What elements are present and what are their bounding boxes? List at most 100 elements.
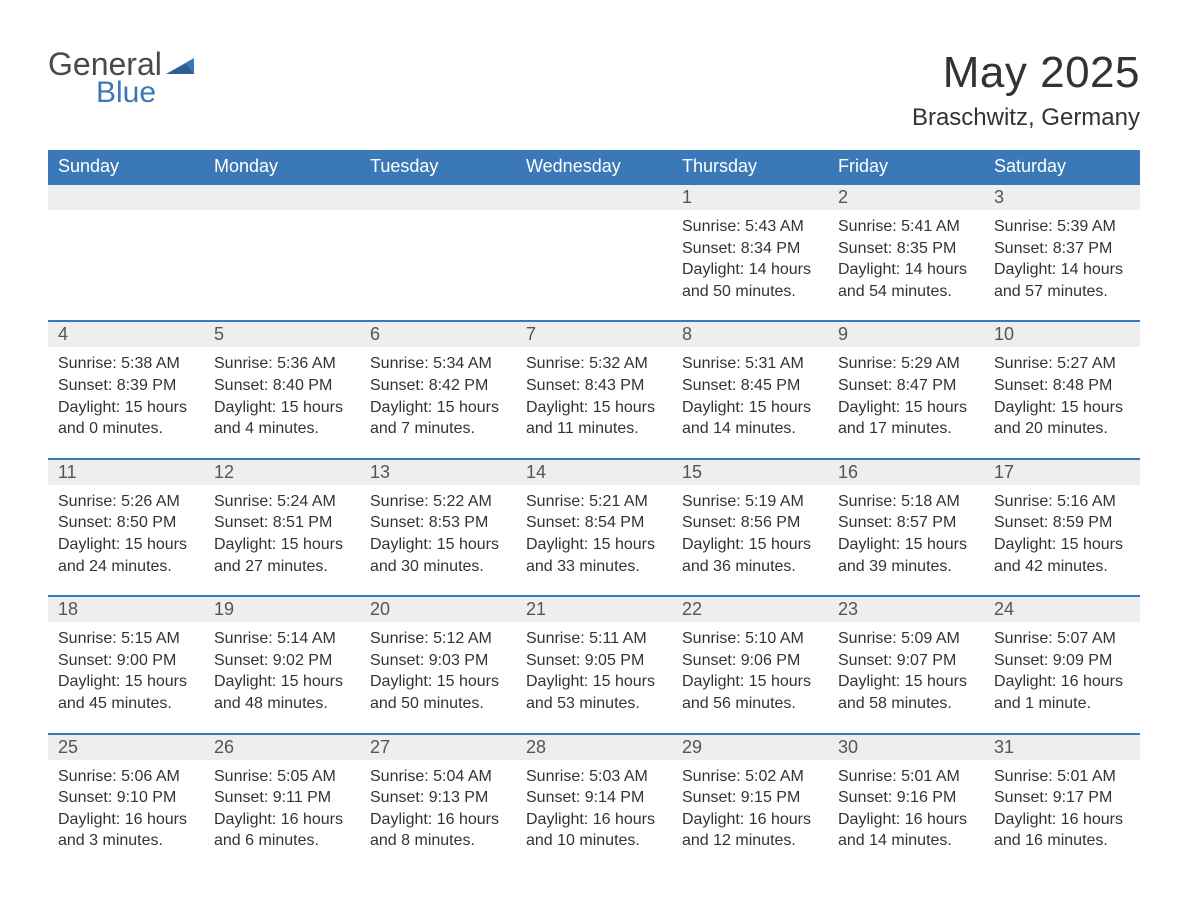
page-header: General Blue May 2025 Braschwitz, German… (48, 48, 1140, 132)
daylight-text: Daylight: 16 hours and 10 minutes. (526, 809, 662, 852)
day-number-cell: 17 (984, 459, 1140, 485)
sunrise-text: Sunrise: 5:31 AM (682, 353, 818, 375)
day-content-cell: Sunrise: 5:05 AMSunset: 9:11 PMDaylight:… (204, 760, 360, 860)
sunrise-text: Sunrise: 5:01 AM (994, 766, 1130, 788)
day-number-cell (48, 184, 204, 210)
daylight-text: Daylight: 16 hours and 6 minutes. (214, 809, 350, 852)
weekday-header: Thursday (672, 150, 828, 184)
weekday-header: Wednesday (516, 150, 672, 184)
day-number-cell (360, 184, 516, 210)
daylight-text: Daylight: 15 hours and 24 minutes. (58, 534, 194, 577)
daylight-text: Daylight: 16 hours and 8 minutes. (370, 809, 506, 852)
sunset-text: Sunset: 8:40 PM (214, 375, 350, 397)
daylight-text: Daylight: 15 hours and 36 minutes. (682, 534, 818, 577)
day-content-cell (204, 210, 360, 321)
day-number-cell: 14 (516, 459, 672, 485)
sunrise-text: Sunrise: 5:04 AM (370, 766, 506, 788)
day-number-cell: 19 (204, 596, 360, 622)
daylight-text: Daylight: 15 hours and 0 minutes. (58, 397, 194, 440)
day-number-row: 45678910 (48, 321, 1140, 347)
sunset-text: Sunset: 9:07 PM (838, 650, 974, 672)
day-content-cell: Sunrise: 5:38 AMSunset: 8:39 PMDaylight:… (48, 347, 204, 458)
sunset-text: Sunset: 8:53 PM (370, 512, 506, 534)
daylight-text: Daylight: 16 hours and 1 minute. (994, 671, 1130, 714)
day-content-cell: Sunrise: 5:16 AMSunset: 8:59 PMDaylight:… (984, 485, 1140, 596)
sunset-text: Sunset: 8:35 PM (838, 238, 974, 260)
daylight-text: Daylight: 15 hours and 48 minutes. (214, 671, 350, 714)
day-content-cell: Sunrise: 5:18 AMSunset: 8:57 PMDaylight:… (828, 485, 984, 596)
day-number-cell: 21 (516, 596, 672, 622)
day-content-cell: Sunrise: 5:32 AMSunset: 8:43 PMDaylight:… (516, 347, 672, 458)
day-number-row: 25262728293031 (48, 734, 1140, 760)
brand-line2: Blue (96, 78, 162, 108)
sunrise-text: Sunrise: 5:05 AM (214, 766, 350, 788)
sunset-text: Sunset: 9:05 PM (526, 650, 662, 672)
sunrise-text: Sunrise: 5:34 AM (370, 353, 506, 375)
day-content-cell: Sunrise: 5:02 AMSunset: 9:15 PMDaylight:… (672, 760, 828, 860)
daylight-text: Daylight: 15 hours and 27 minutes. (214, 534, 350, 577)
sunrise-text: Sunrise: 5:22 AM (370, 491, 506, 513)
day-number-cell: 10 (984, 321, 1140, 347)
sunset-text: Sunset: 8:50 PM (58, 512, 194, 534)
day-number-cell: 2 (828, 184, 984, 210)
sunrise-text: Sunrise: 5:06 AM (58, 766, 194, 788)
sunrise-text: Sunrise: 5:11 AM (526, 628, 662, 650)
day-number-cell: 25 (48, 734, 204, 760)
daylight-text: Daylight: 14 hours and 54 minutes. (838, 259, 974, 302)
day-number-cell: 18 (48, 596, 204, 622)
day-number-cell: 29 (672, 734, 828, 760)
sunset-text: Sunset: 8:47 PM (838, 375, 974, 397)
sunrise-text: Sunrise: 5:21 AM (526, 491, 662, 513)
day-number-row: 11121314151617 (48, 459, 1140, 485)
day-content-cell: Sunrise: 5:39 AMSunset: 8:37 PMDaylight:… (984, 210, 1140, 321)
sunrise-text: Sunrise: 5:09 AM (838, 628, 974, 650)
daylight-text: Daylight: 15 hours and 42 minutes. (994, 534, 1130, 577)
sunset-text: Sunset: 9:15 PM (682, 787, 818, 809)
day-number-cell: 27 (360, 734, 516, 760)
sunset-text: Sunset: 8:51 PM (214, 512, 350, 534)
day-content-cell: Sunrise: 5:27 AMSunset: 8:48 PMDaylight:… (984, 347, 1140, 458)
day-content-cell: Sunrise: 5:29 AMSunset: 8:47 PMDaylight:… (828, 347, 984, 458)
weekday-header-row: SundayMondayTuesdayWednesdayThursdayFrid… (48, 150, 1140, 184)
sunrise-text: Sunrise: 5:15 AM (58, 628, 194, 650)
sunrise-text: Sunrise: 5:02 AM (682, 766, 818, 788)
day-content-cell: Sunrise: 5:24 AMSunset: 8:51 PMDaylight:… (204, 485, 360, 596)
sunset-text: Sunset: 9:13 PM (370, 787, 506, 809)
weekday-header: Monday (204, 150, 360, 184)
daylight-text: Daylight: 14 hours and 57 minutes. (994, 259, 1130, 302)
day-number-cell: 6 (360, 321, 516, 347)
day-content-cell: Sunrise: 5:31 AMSunset: 8:45 PMDaylight:… (672, 347, 828, 458)
sunrise-text: Sunrise: 5:29 AM (838, 353, 974, 375)
sunset-text: Sunset: 8:34 PM (682, 238, 818, 260)
sunset-text: Sunset: 8:45 PM (682, 375, 818, 397)
sunset-text: Sunset: 9:09 PM (994, 650, 1130, 672)
daylight-text: Daylight: 15 hours and 50 minutes. (370, 671, 506, 714)
page-title: May 2025 (912, 48, 1140, 98)
sunrise-text: Sunrise: 5:12 AM (370, 628, 506, 650)
daylight-text: Daylight: 15 hours and 58 minutes. (838, 671, 974, 714)
location-label: Braschwitz, Germany (912, 104, 1140, 132)
sunrise-text: Sunrise: 5:36 AM (214, 353, 350, 375)
sunrise-text: Sunrise: 5:26 AM (58, 491, 194, 513)
daylight-text: Daylight: 15 hours and 17 minutes. (838, 397, 974, 440)
sunset-text: Sunset: 9:06 PM (682, 650, 818, 672)
day-content-cell: Sunrise: 5:10 AMSunset: 9:06 PMDaylight:… (672, 622, 828, 733)
day-number-cell: 20 (360, 596, 516, 622)
day-content-cell: Sunrise: 5:03 AMSunset: 9:14 PMDaylight:… (516, 760, 672, 860)
sunset-text: Sunset: 8:57 PM (838, 512, 974, 534)
sunset-text: Sunset: 8:43 PM (526, 375, 662, 397)
day-content-cell: Sunrise: 5:01 AMSunset: 9:16 PMDaylight:… (828, 760, 984, 860)
sunrise-text: Sunrise: 5:18 AM (838, 491, 974, 513)
day-number-row: 18192021222324 (48, 596, 1140, 622)
day-content-row: Sunrise: 5:06 AMSunset: 9:10 PMDaylight:… (48, 760, 1140, 860)
daylight-text: Daylight: 14 hours and 50 minutes. (682, 259, 818, 302)
sunset-text: Sunset: 8:39 PM (58, 375, 194, 397)
day-number-cell: 4 (48, 321, 204, 347)
sunset-text: Sunset: 9:17 PM (994, 787, 1130, 809)
sunrise-text: Sunrise: 5:41 AM (838, 216, 974, 238)
sunset-text: Sunset: 9:02 PM (214, 650, 350, 672)
day-number-cell: 7 (516, 321, 672, 347)
sunrise-text: Sunrise: 5:24 AM (214, 491, 350, 513)
sunrise-text: Sunrise: 5:07 AM (994, 628, 1130, 650)
daylight-text: Daylight: 15 hours and 11 minutes. (526, 397, 662, 440)
